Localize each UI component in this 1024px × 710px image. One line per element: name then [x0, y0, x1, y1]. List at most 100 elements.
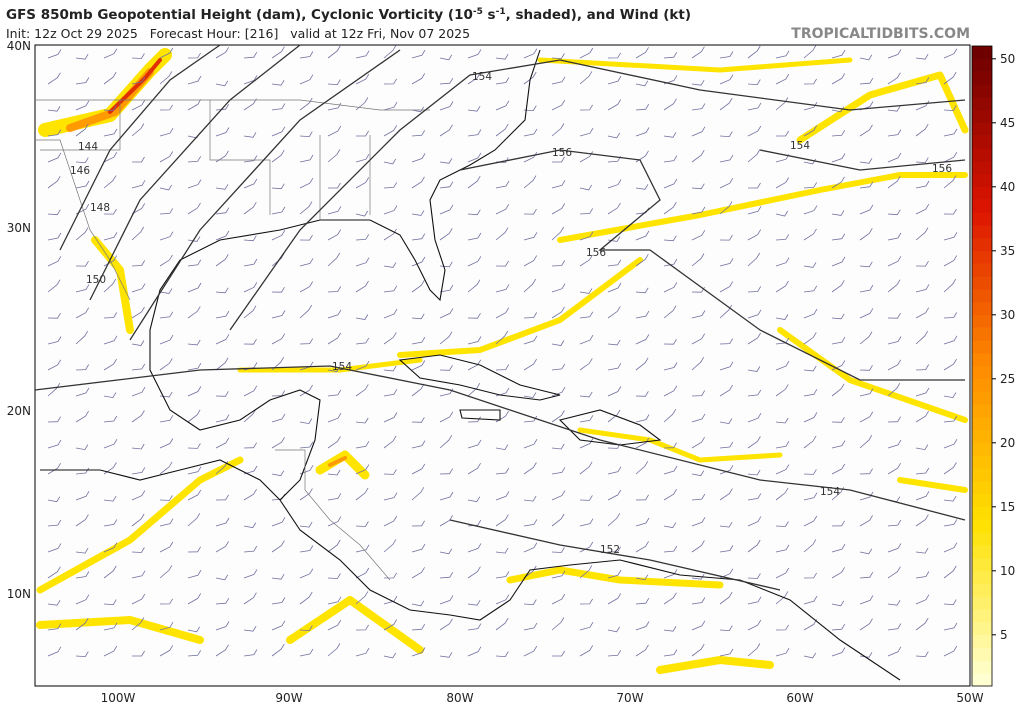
wind-barb: [187, 466, 202, 475]
wind-barb: [299, 154, 314, 163]
wind-barb: [775, 234, 790, 241]
wind-barb: [775, 73, 790, 85]
wind-barb: [748, 182, 761, 189]
wind-barb: [47, 105, 61, 112]
wind-barb: [215, 391, 229, 397]
wind-barb: [887, 232, 902, 241]
wind-barb: [803, 45, 817, 59]
wind-barb: [439, 595, 454, 605]
wind-barb: [607, 626, 621, 633]
wind-barb: [383, 435, 397, 449]
wind-barb: [495, 491, 510, 501]
height-contour: [459, 149, 965, 381]
wind-barb: [467, 543, 482, 553]
wind-barb: [887, 72, 901, 85]
wind-barb: [383, 205, 398, 215]
wind-barb: [495, 53, 509, 60]
wind-barb: [747, 516, 762, 527]
wind-barb: [943, 71, 957, 85]
wind-barb: [859, 228, 873, 241]
lon-labels: 100W 90W 80W 70W 60W 50W: [101, 691, 984, 705]
wind-barb: [243, 385, 258, 397]
wind-barb: [75, 617, 89, 631]
wind-barb: [551, 340, 565, 346]
lat-labels: 40N 30N 20N 10N: [7, 39, 31, 601]
wind-barb: [75, 444, 89, 451]
wind-barb: [243, 442, 257, 449]
wind-barb: [719, 258, 734, 267]
wind-barb: [691, 517, 706, 527]
wind-barb: [607, 546, 621, 553]
wind-barb: [215, 597, 230, 605]
wind-barb: [75, 364, 90, 371]
wind-barb: [75, 227, 89, 241]
wind-barb: [299, 177, 314, 189]
colorbar-cell: [972, 238, 992, 252]
wind-barb: [299, 568, 314, 579]
contour-label: 154: [820, 486, 840, 498]
wind-barb: [747, 573, 761, 579]
wind-barb: [887, 336, 902, 345]
wind-barb: [551, 570, 566, 579]
wind-barb: [607, 513, 621, 527]
wind-barb: [607, 593, 622, 605]
wind-barb: [495, 307, 510, 319]
wind-barb: [271, 333, 286, 345]
wind-barb: [551, 443, 565, 450]
vort-band: [656, 656, 774, 674]
wind-barb: [103, 519, 118, 527]
wind-barb: [551, 547, 565, 553]
wind-barb: [523, 565, 537, 579]
wind-barb: [831, 623, 846, 631]
wind-barb: [299, 234, 313, 241]
wind-barb: [383, 595, 398, 605]
wind-barb: [131, 283, 146, 293]
wind-barb: [691, 413, 706, 423]
wind-barb: [75, 53, 89, 60]
wind-barb: [495, 203, 510, 215]
wind-barb: [523, 542, 538, 553]
colorbar-cell: [972, 122, 992, 136]
wind-barb: [215, 621, 230, 631]
wind-barb: [635, 461, 649, 475]
wind-barb: [439, 77, 454, 85]
wind-barb: [915, 100, 930, 111]
wind-barb: [775, 647, 790, 657]
lon-label: 90W: [275, 691, 302, 705]
wind-barb: [803, 389, 818, 397]
wind-barb: [159, 208, 174, 215]
wind-barb: [831, 543, 846, 553]
wind-barb: [187, 569, 202, 579]
wind-barb: [131, 593, 146, 605]
wind-barb: [663, 385, 678, 397]
wind-barb: [495, 617, 509, 631]
wind-barb: [159, 254, 173, 267]
wind-barb: [243, 569, 258, 579]
colorbar-cell: [972, 519, 992, 533]
colorbar-cell: [972, 263, 992, 277]
wind-barb: [187, 546, 201, 553]
wind-barb: [859, 124, 873, 137]
wind-barb: [579, 47, 594, 59]
wind-barb: [439, 261, 453, 268]
wind-barb: [635, 414, 650, 423]
colorbar-cell: [972, 199, 992, 213]
vort-band: [537, 57, 853, 73]
wind-barb: [355, 153, 370, 163]
wind-barb: [831, 176, 845, 189]
wind-barb: [691, 573, 705, 580]
wind-barb: [215, 230, 230, 241]
wind-barb: [915, 547, 929, 554]
wind-barb: [775, 360, 790, 371]
wind-barb: [243, 235, 257, 242]
wind-barb: [355, 73, 370, 85]
wind-barb: [607, 409, 621, 423]
wind-barb: [831, 463, 846, 475]
wind-barb: [887, 256, 902, 267]
wind-barb: [915, 307, 930, 319]
wind-barb: [159, 358, 173, 371]
wind-barb: [719, 625, 733, 632]
wind-barb: [831, 49, 846, 59]
wind-barb: [915, 330, 929, 345]
wind-barb: [579, 358, 593, 371]
